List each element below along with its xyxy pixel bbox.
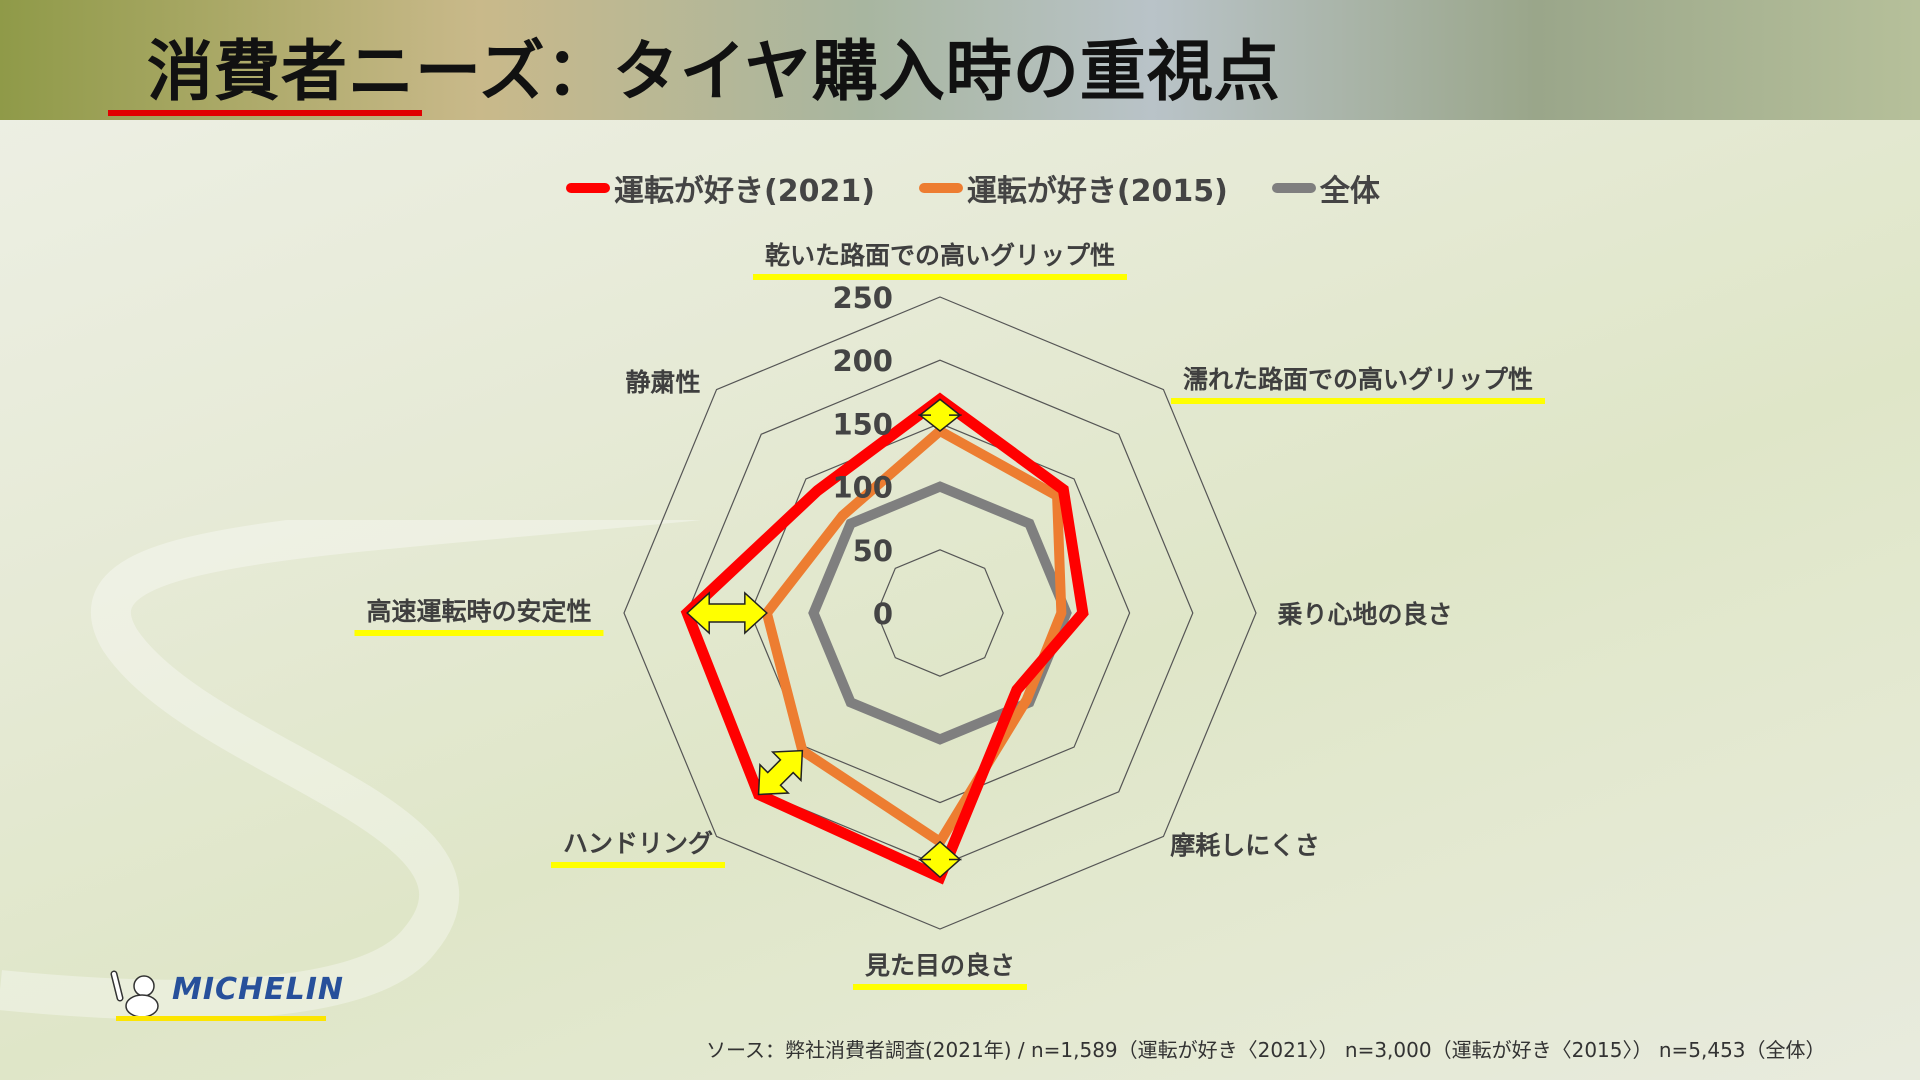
- road-background: [0, 520, 700, 1020]
- logo-text: MICHELIN: [172, 972, 345, 1007]
- michelin-logo: MICHELIN: [100, 970, 370, 1024]
- axis-label-wear: 摩耗しにくさ: [1170, 831, 1320, 860]
- legend-label: 運転が好き(2015): [966, 174, 1228, 209]
- legend-label: 運転が好き(2021): [614, 174, 875, 209]
- logo-bar: [116, 1016, 326, 1021]
- difference-arrow: [686, 591, 768, 635]
- legend-swatch: [1271, 183, 1316, 193]
- legend-item-2021: 運転が好き(2021): [566, 166, 875, 210]
- legend-swatch: [918, 183, 963, 193]
- header-banner: [0, 0, 1920, 120]
- tick-label: 0: [873, 597, 893, 631]
- series-line: [808, 481, 1072, 745]
- tick-label: 150: [832, 407, 893, 441]
- axis-label-handling: ハンドリング: [550, 824, 726, 868]
- grid-ring: [623, 296, 1257, 930]
- tick-label: 50: [853, 534, 893, 568]
- title-underline: [108, 110, 422, 116]
- difference-arrow: [757, 749, 804, 796]
- tick-label: 250: [832, 281, 893, 315]
- chart-legend: 運転が好き(2021) 運転が好き(2015) 全体: [566, 166, 1380, 210]
- grid-ring: [876, 549, 1004, 677]
- difference-arrow: [918, 840, 962, 879]
- axis-label-wet-grip: 濡れた路面での高いグリップ性: [1170, 360, 1546, 404]
- axis-label-high-speed-stability: 高速運転時の安定性: [354, 592, 604, 636]
- difference-arrow: [917, 398, 963, 432]
- legend-item-2015: 運転が好き(2015): [918, 166, 1228, 210]
- page-title: 消費者ニーズ：タイヤ購入時の重視点: [147, 33, 1281, 110]
- grid-ring: [749, 422, 1131, 804]
- axis-label-ride-comfort: 乗り心地の良さ: [1277, 600, 1453, 629]
- legend-label: 全体: [1319, 174, 1380, 209]
- tick-label: 100: [832, 471, 893, 505]
- source-note: ソース：弊社消費者調査(2021年) / n=1,589（運転が好き〈2021〉…: [706, 1038, 1826, 1062]
- axis-label-looks: 見た目の良さ: [852, 946, 1028, 990]
- bibendum-icon: [110, 970, 159, 1018]
- tick-label: 200: [832, 344, 893, 378]
- legend-swatch: [566, 183, 610, 193]
- axis-label-quietness: 静粛性: [625, 368, 701, 397]
- axis-label-dry-grip: 乾いた路面での高いグリップ性: [752, 236, 1128, 280]
- legend-item-all: 全体: [1271, 166, 1380, 210]
